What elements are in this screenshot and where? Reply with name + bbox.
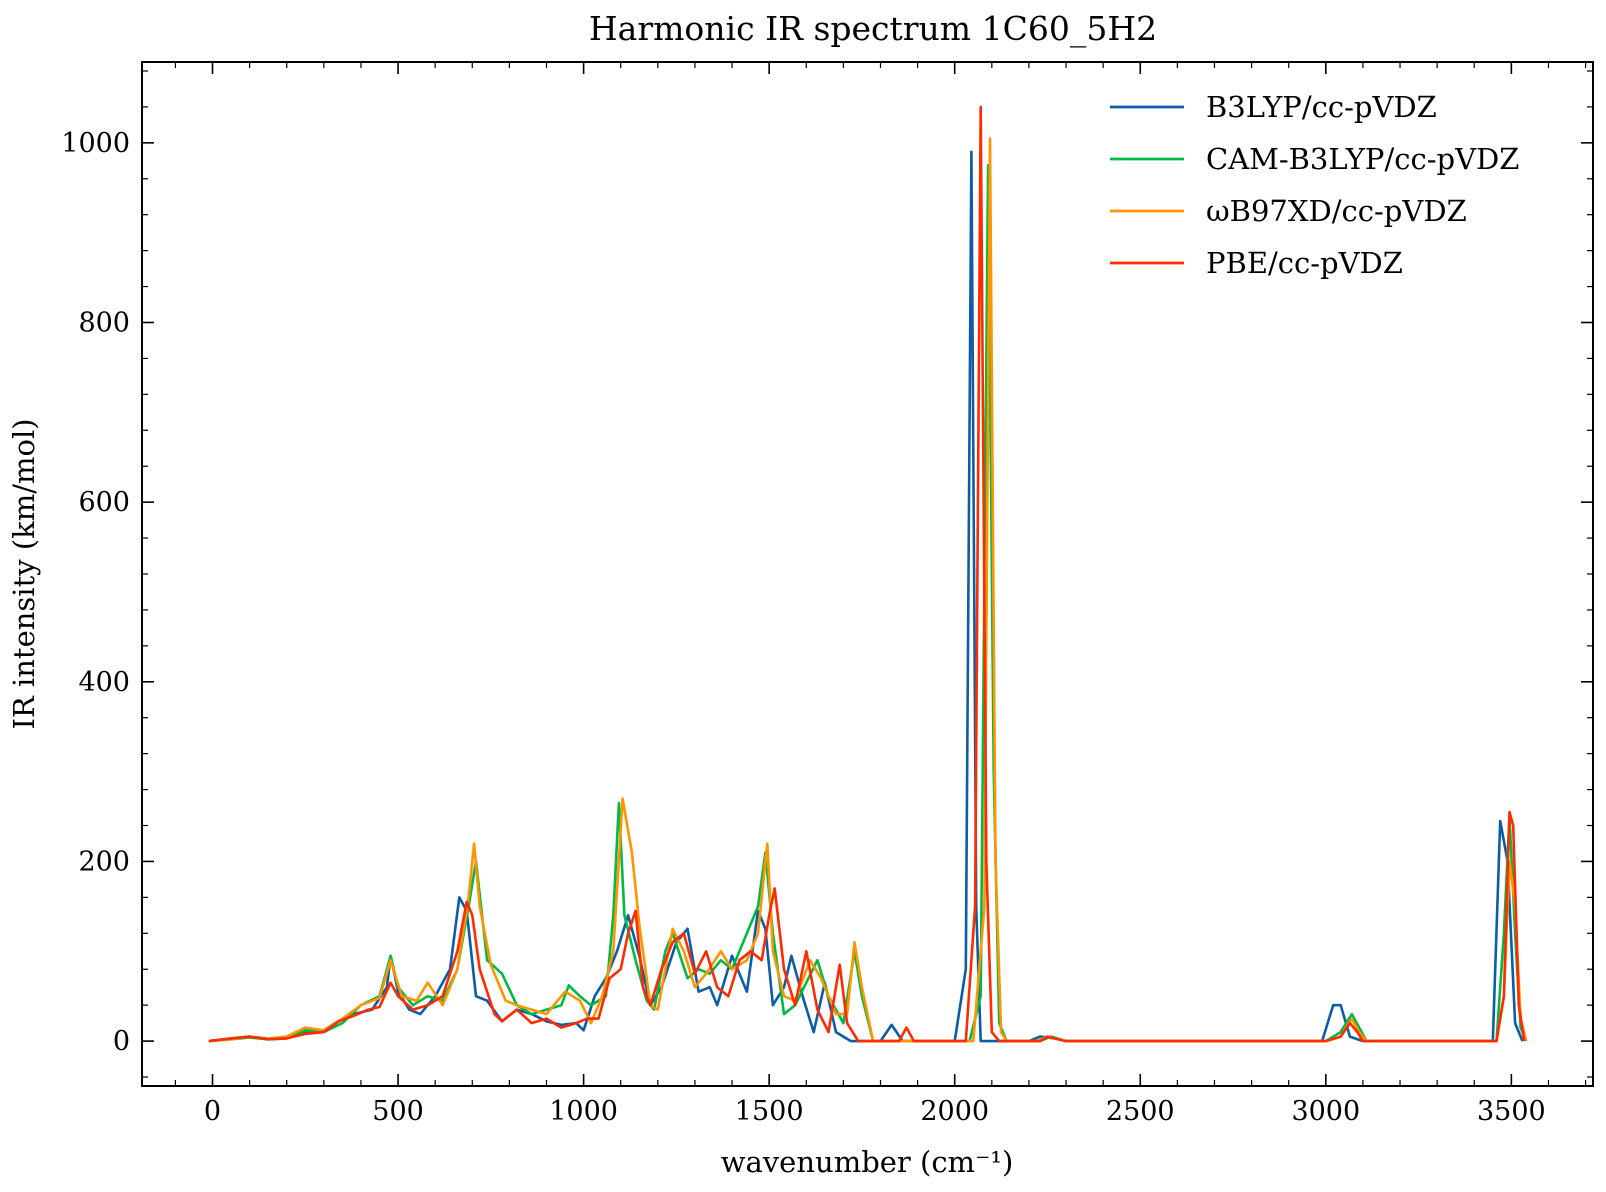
chart-title: Harmonic IR spectrum 1C60_5H2 [589, 9, 1157, 49]
legend-label-2: ωB97XD/cc-pVDZ [1206, 194, 1467, 228]
y-tick-label: 400 [78, 667, 130, 698]
y-tick-label: 0 [113, 1026, 130, 1057]
x-tick-label: 3500 [1477, 1096, 1546, 1127]
y-tick-label: 200 [78, 846, 130, 877]
y-axis-title: IR intensity (km/mol) [7, 418, 41, 729]
legend-label-0: B3LYP/cc-pVDZ [1206, 90, 1437, 124]
x-tick-label: 1500 [735, 1096, 804, 1127]
legend-label-3: PBE/cc-pVDZ [1206, 246, 1403, 280]
y-tick-label: 600 [78, 487, 130, 518]
x-tick-label: 0 [204, 1096, 221, 1127]
x-tick-label: 3000 [1291, 1096, 1360, 1127]
y-tick-label: 800 [78, 307, 130, 338]
series-line-3 [208, 105, 1526, 1043]
series-layer [208, 105, 1528, 1043]
x-tick-label: 2500 [1106, 1096, 1175, 1127]
y-tick-label: 1000 [61, 128, 130, 159]
x-tick-label: 1000 [549, 1096, 618, 1127]
legend-label-1: CAM-B3LYP/cc-pVDZ [1206, 142, 1519, 176]
x-tick-label: 2000 [920, 1096, 989, 1127]
legend: B3LYP/cc-pVDZ CAM-B3LYP/cc-pVDZ ωB97XD/cc-… [1110, 90, 1519, 280]
series-line-0 [208, 150, 1524, 1043]
x-axis-title: wavenumber (cm⁻¹) [721, 1145, 1014, 1179]
x-tick-label: 500 [372, 1096, 424, 1127]
axis-ticks: 0 500 1000 1500 2000 2500 3000 3500 0 200 400 600 80… [61, 62, 1593, 1127]
